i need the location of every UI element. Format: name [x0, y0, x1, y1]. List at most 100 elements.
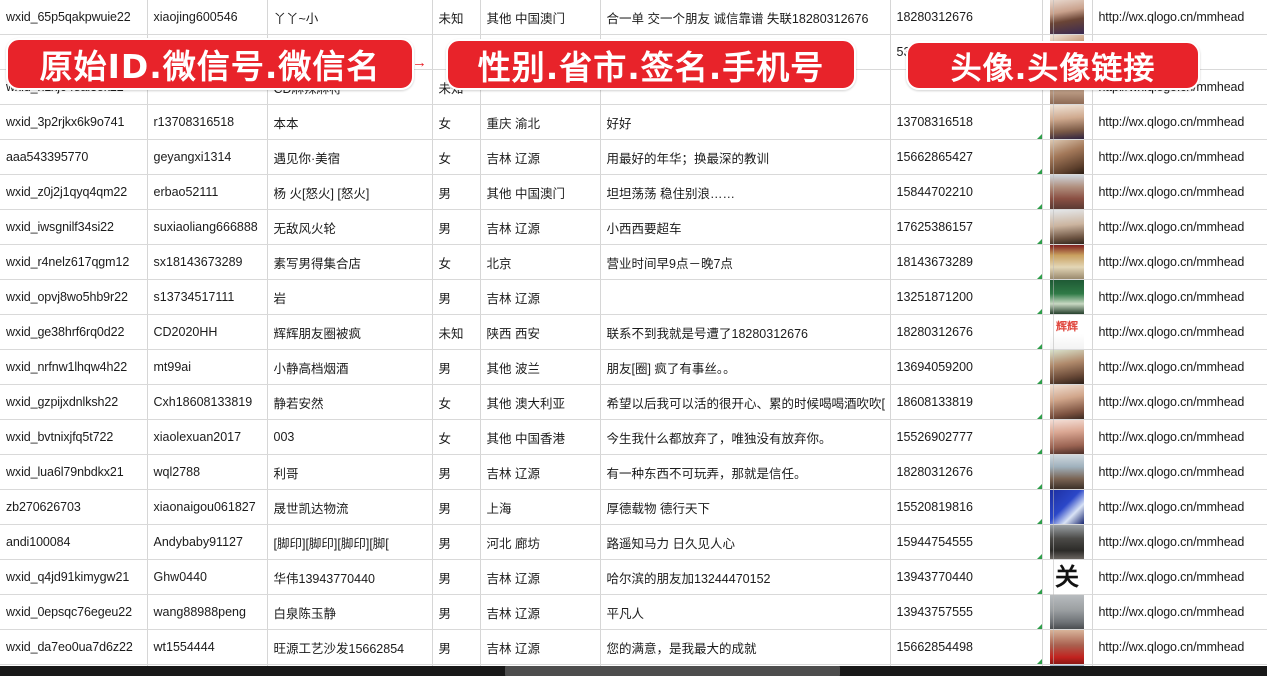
cell-gender[interactable]: 未知 [432, 0, 481, 35]
cell-gender[interactable]: 男 [432, 209, 481, 245]
table-row[interactable]: wxid_3p2rjkx6k9o741 r13708316518 本本女重庆 渝北好… [0, 104, 1267, 140]
cell-gender[interactable]: 男 [432, 454, 481, 490]
table-row[interactable]: wxid_q4jd91kimygw21 Ghw0440 华伟13943770440 男… [0, 559, 1267, 595]
cell-signature[interactable]: 坦坦荡荡 稳住别浪…… [600, 174, 891, 210]
cell-phone[interactable]: 15662854498 [890, 629, 1043, 665]
table-row[interactable]: wxid_0epsqc76egeu22 wang88988peng 白泉陈玉静男吉林… [0, 594, 1267, 630]
cell-avatar[interactable] [1042, 454, 1093, 490]
cell-avatar[interactable] [1042, 209, 1093, 245]
cell-wechat-name[interactable]: 遇见你·美宿 [267, 139, 433, 175]
cell-province-city[interactable]: 吉林 辽源 [480, 139, 601, 175]
cell-avatar-url[interactable]: http://wx.qlogo.cn/mmhead [1092, 139, 1267, 175]
cell-phone[interactable]: 18608133819 [890, 384, 1043, 420]
cell-avatar-url[interactable]: http://wx.qlogo.cn/mmhead [1092, 629, 1267, 665]
table-row[interactable]: wxid_bvtnixjfq5t722 xiaolexuan2017 003 女其他 … [0, 419, 1267, 455]
cell-wechat-name[interactable]: 素写男得集合店 [267, 244, 433, 280]
cell-avatar[interactable] [1042, 0, 1093, 35]
cell-phone[interactable]: 18280312676 [890, 454, 1043, 490]
cell-avatar[interactable] [1042, 139, 1093, 175]
cell-wechat-name[interactable]: 白泉陈玉静 [267, 594, 433, 630]
cell-wechat-name[interactable]: 利哥 [267, 454, 433, 490]
cell-phone[interactable]: 15844702210 [890, 174, 1043, 210]
cell-wechat-id[interactable]: Andybaby91127 [147, 524, 268, 560]
cell-phone[interactable]: 13943770440 [890, 559, 1043, 595]
cell-signature[interactable]: 合一单 交一个朋友 诚信靠谱 失联18280312676 [600, 0, 891, 35]
cell-province-city[interactable]: 其他 澳大利亚 [480, 384, 601, 420]
cell-gender[interactable]: 男 [432, 559, 481, 595]
cell-signature[interactable]: 好好 [600, 104, 891, 140]
cell-gender[interactable]: 男 [432, 349, 481, 385]
cell-gender[interactable]: 男 [432, 594, 481, 630]
cell-signature[interactable]: 今生我什么都放弃了，唯独没有放弃你。 [600, 419, 891, 455]
table-row[interactable]: wxid_65p5qakpwuie22 xiaojing600546 丫丫~小 未知其… [0, 0, 1267, 35]
table-row[interactable]: andi100084 Andybaby91127 [脚印][脚印][脚印][脚[男河… [0, 524, 1267, 560]
table-row[interactable]: wxid_ge38hrf6rq0d22 CD2020HH 辉辉朋友圈被疯 未知 陕西 西… [0, 314, 1267, 350]
cell-wechat-id[interactable]: mt99ai [147, 349, 268, 385]
cell-wechat-id[interactable]: Cxh18608133819 [147, 384, 268, 420]
cell-gender[interactable]: 男 [432, 524, 481, 560]
cell-wechat-name[interactable]: 003 [267, 419, 433, 455]
cell-signature[interactable]: 朋友[圈] 疯了有事丝。。 [600, 349, 891, 385]
cell-original-id[interactable]: wxid_ge38hrf6rq0d22 [0, 314, 148, 350]
cell-avatar[interactable] [1042, 104, 1093, 140]
horizontal-scrollbar-thumb[interactable] [505, 666, 840, 676]
cell-avatar[interactable] [1042, 489, 1093, 525]
cell-avatar-url[interactable]: http://wx.qlogo.cn/mmhead [1092, 349, 1267, 385]
cell-wechat-id[interactable]: geyangxi1314 [147, 139, 268, 175]
cell-phone[interactable]: 15662865427 [890, 139, 1043, 175]
cell-original-id[interactable]: zb270626703 [0, 489, 148, 525]
table-row[interactable]: wxid_nrfnw1lhqw4h22 mt99ai 小静高档烟酒男其他 波兰 朋友[… [0, 349, 1267, 385]
cell-wechat-id[interactable]: xiaolexuan2017 [147, 419, 268, 455]
cell-gender[interactable]: 女 [432, 419, 481, 455]
cell-wechat-name[interactable]: 静若安然 [267, 384, 433, 420]
cell-phone[interactable]: 13694059200 [890, 349, 1043, 385]
cell-phone[interactable]: 18280312676 [890, 0, 1043, 35]
cell-phone[interactable]: 18143673289 [890, 244, 1043, 280]
cell-province-city[interactable]: 北京 [480, 244, 601, 280]
cell-wechat-id[interactable]: r13708316518 [147, 104, 268, 140]
cell-phone[interactable]: 15944754555 [890, 524, 1043, 560]
cell-province-city[interactable]: 河北 廊坊 [480, 524, 601, 560]
cell-original-id[interactable]: wxid_z0j2j1qyq4qm22 [0, 174, 148, 210]
cell-wechat-id[interactable]: CD2020HH [147, 314, 268, 350]
cell-province-city[interactable]: 上海 [480, 489, 601, 525]
cell-province-city[interactable]: 吉林 辽源 [480, 559, 601, 595]
cell-gender[interactable]: 男 [432, 279, 481, 315]
cell-signature[interactable] [600, 279, 891, 315]
cell-wechat-name[interactable]: [脚印][脚印][脚印][脚[ [267, 524, 433, 560]
cell-province-city[interactable]: 其他 中国香港 [480, 419, 601, 455]
cell-original-id[interactable]: wxid_lua6l79nbdkx21 [0, 454, 148, 490]
cell-signature[interactable]: 平凡人 [600, 594, 891, 630]
table-row[interactable]: zb270626703 xiaonaigou061827 晟世凯达物流男上海 厚德载物… [0, 489, 1267, 525]
table-row[interactable]: wxid_lua6l79nbdkx21 wql2788 利哥男吉林 辽源 有一种东西不… [0, 454, 1267, 490]
cell-province-city[interactable]: 吉林 辽源 [480, 209, 601, 245]
cell-original-id[interactable]: wxid_gzpijxdnlksh22 [0, 384, 148, 420]
cell-avatar-url[interactable]: http://wx.qlogo.cn/mmhead [1092, 594, 1267, 630]
cell-signature[interactable]: 路遥知马力 日久见人心 [600, 524, 891, 560]
cell-gender[interactable]: 未知 [432, 314, 481, 350]
cell-phone[interactable]: 15526902777 [890, 419, 1043, 455]
cell-avatar-url[interactable]: http://wx.qlogo.cn/mmhead [1092, 419, 1267, 455]
cell-wechat-name[interactable]: 华伟13943770440 [267, 559, 433, 595]
cell-wechat-name[interactable]: 晟世凯达物流 [267, 489, 433, 525]
cell-gender[interactable]: 男 [432, 489, 481, 525]
cell-original-id[interactable]: wxid_q4jd91kimygw21 [0, 559, 148, 595]
cell-avatar[interactable] [1042, 594, 1093, 630]
cell-original-id[interactable]: wxid_opvj8wo5hb9r22 [0, 279, 148, 315]
cell-wechat-id[interactable]: erbao52111 [147, 174, 268, 210]
cell-signature[interactable]: 有一种东西不可玩弄，那就是信任。 [600, 454, 891, 490]
cell-wechat-name[interactable]: 本本 [267, 104, 433, 140]
cell-gender[interactable]: 男 [432, 629, 481, 665]
cell-avatar-url[interactable]: http://wx.qlogo.cn/mmhead [1092, 384, 1267, 420]
cell-avatar-url[interactable]: http://wx.qlogo.cn/mmhead [1092, 559, 1267, 595]
cell-signature[interactable]: 哈尔滨的朋友加13244470152 [600, 559, 891, 595]
cell-signature[interactable]: 联系不到我就是号遭了18280312676 [600, 314, 891, 350]
cell-wechat-id[interactable]: wql2788 [147, 454, 268, 490]
cell-gender[interactable]: 女 [432, 139, 481, 175]
table-row[interactable]: wxid_gzpijxdnlksh22 Cxh18608133819 静若安然女其他… [0, 384, 1267, 420]
cell-phone[interactable]: 13708316518 [890, 104, 1043, 140]
cell-original-id[interactable]: andi100084 [0, 524, 148, 560]
cell-avatar[interactable] [1042, 419, 1093, 455]
cell-avatar-url[interactable]: http://wx.qlogo.cn/mmhead [1092, 314, 1267, 350]
cell-gender[interactable]: 男 [432, 174, 481, 210]
